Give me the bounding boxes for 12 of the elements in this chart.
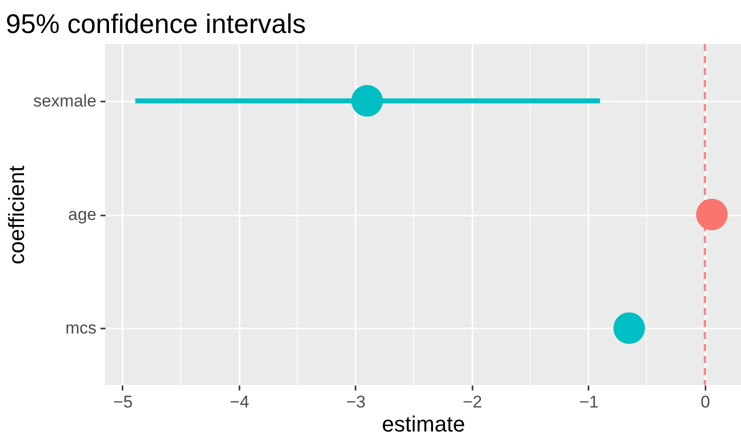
x-tick-label: −3 (346, 392, 366, 412)
y-axis-title: coefficient (4, 166, 30, 264)
x-tick-label: 0 (700, 392, 710, 412)
y-tick-label: age (68, 205, 96, 224)
y-tick-label: sexmale (33, 91, 96, 110)
x-tick-label: −2 (462, 392, 482, 412)
y-tick-label: mcs (65, 318, 96, 338)
x-tick-label: −4 (230, 392, 250, 412)
x-tick-label: −5 (113, 392, 133, 412)
x-tick-label: −1 (579, 392, 599, 412)
chart-title: 95% confidence intervals (6, 8, 306, 39)
x-axis-title: estimate (382, 412, 466, 436)
